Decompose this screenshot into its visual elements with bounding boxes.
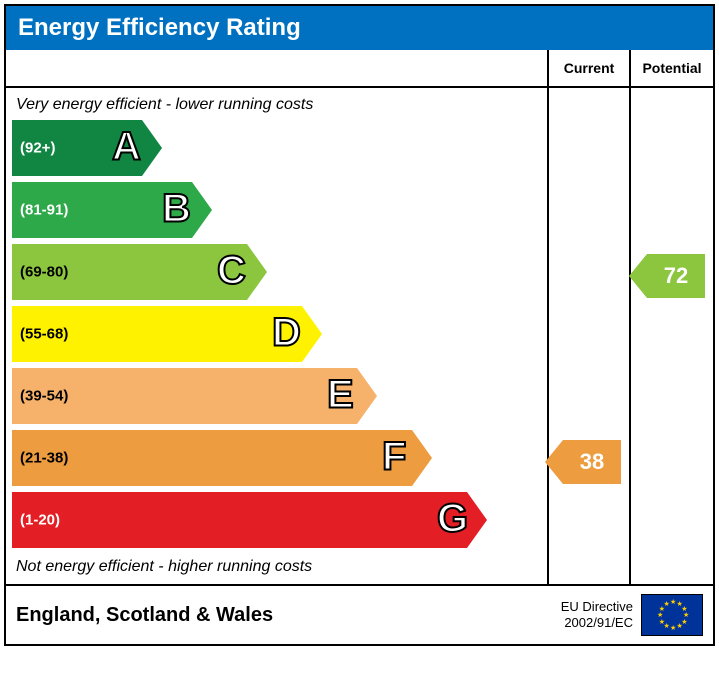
- band-e: (39-54) E: [12, 368, 541, 424]
- epc-chart: Energy Efficiency Rating Current Potenti…: [4, 4, 715, 646]
- band-letter: C: [217, 249, 246, 294]
- bands-container: (92+) A (81-91) B (69-80) C (55-68) D (39-54) E (2…: [12, 120, 541, 548]
- band-d: (55-68) D: [12, 306, 541, 362]
- band-a: (92+) A: [12, 120, 541, 176]
- eu-star-icon: ★: [670, 624, 676, 632]
- eu-flag-icon: ★★★★★★★★★★★★: [641, 594, 703, 636]
- eu-star-icon: ★: [670, 598, 676, 606]
- band-range-label: (92+): [20, 140, 55, 157]
- footer-directive: EU Directive 2002/91/EC: [561, 599, 633, 630]
- band-letter: G: [437, 497, 468, 542]
- band-f: (21-38) F: [12, 430, 541, 486]
- chart-title: Energy Efficiency Rating: [6, 6, 713, 50]
- band-bar: (55-68): [12, 306, 302, 362]
- band-letter: E: [327, 373, 354, 418]
- potential-rating-marker: 72: [647, 254, 705, 298]
- band-letter: F: [382, 435, 406, 480]
- band-range-label: (55-68): [20, 326, 68, 343]
- current-rating-marker: 38: [563, 440, 621, 484]
- band-b: (81-91) B: [12, 182, 541, 238]
- potential-column: 72: [631, 88, 713, 584]
- band-range-label: (69-80): [20, 264, 68, 281]
- subtitle-top: Very energy efficient - lower running co…: [12, 94, 541, 120]
- current-column: 38: [549, 88, 631, 584]
- footer: England, Scotland & Wales EU Directive 2…: [6, 584, 713, 644]
- chart-body: Very energy efficient - lower running co…: [6, 88, 713, 584]
- band-range-label: (81-91): [20, 202, 68, 219]
- band-bar: (69-80): [12, 244, 247, 300]
- marker-value: 72: [664, 263, 688, 289]
- band-g: (1-20) G: [12, 492, 541, 548]
- band-letter: B: [162, 187, 191, 232]
- band-letter: A: [112, 125, 141, 170]
- header-potential: Potential: [631, 50, 713, 86]
- directive-line2: 2002/91/EC: [564, 615, 633, 630]
- marker-value: 38: [580, 449, 604, 475]
- footer-region: England, Scotland & Wales: [16, 604, 561, 627]
- eu-star-icon: ★: [677, 622, 683, 630]
- bands-column: Very energy efficient - lower running co…: [6, 88, 549, 584]
- subtitle-bottom: Not energy efficient - higher running co…: [12, 554, 541, 580]
- band-bar: (39-54): [12, 368, 357, 424]
- header-current: Current: [549, 50, 631, 86]
- header-spacer: [6, 50, 549, 86]
- directive-line1: EU Directive: [561, 599, 633, 614]
- band-c: (69-80) C: [12, 244, 541, 300]
- band-letter: D: [272, 311, 301, 356]
- band-range-label: (39-54): [20, 388, 68, 405]
- band-bar: (21-38): [12, 430, 412, 486]
- band-range-label: (21-38): [20, 450, 68, 467]
- column-header-row: Current Potential: [6, 50, 713, 88]
- eu-star-icon: ★: [664, 600, 670, 608]
- band-range-label: (1-20): [20, 512, 60, 529]
- band-bar: (1-20): [12, 492, 467, 548]
